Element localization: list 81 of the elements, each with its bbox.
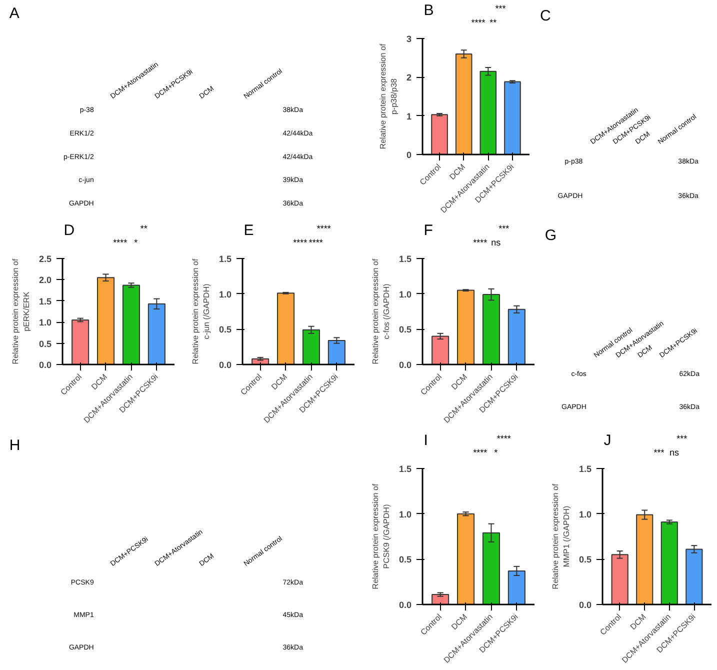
- bar: [431, 114, 448, 154]
- text: ****: [113, 238, 128, 248]
- y-tick-label: 0: [406, 150, 412, 160]
- chart-title: I: [424, 432, 428, 450]
- text: ns: [491, 238, 502, 248]
- text: ***: [654, 448, 665, 458]
- bar: [660, 521, 678, 604]
- y-tick-label: 2: [406, 72, 412, 83]
- y-tick-label: 1.5: [38, 296, 52, 306]
- bar: [277, 292, 295, 364]
- y-tick-label: 0.0: [578, 600, 592, 610]
- text: ****: [496, 433, 512, 444]
- y-tick-label: 0.5: [398, 554, 412, 565]
- bar: [457, 513, 475, 604]
- y-tick-label: 1.0: [398, 509, 412, 520]
- text: ****: [316, 223, 332, 234]
- text: *: [494, 448, 498, 458]
- y-tick-label: 1.5: [578, 464, 592, 474]
- y-axis-title: Relative protein expression of pERK/ERK: [11, 258, 31, 364]
- bar: [72, 319, 90, 364]
- bar: [97, 277, 115, 364]
- text: ****: [308, 238, 324, 248]
- chart-title: B: [424, 2, 434, 20]
- y-tick-label: 0.0: [398, 360, 412, 370]
- y-axis-title: Relative protein expression of p-p38/p38: [378, 43, 398, 150]
- text: ***: [498, 223, 510, 234]
- chart-title: J: [604, 432, 612, 450]
- text: ****: [473, 238, 488, 248]
- y-tick-label: 0.5: [38, 338, 52, 349]
- y-tick-label: 1.0: [398, 289, 412, 300]
- text: ***: [676, 433, 688, 444]
- y-tick-label: 1: [406, 111, 412, 122]
- y-tick-label: 0.0: [38, 360, 52, 370]
- bar: [508, 308, 526, 364]
- y-tick-label: 1.5: [398, 464, 412, 474]
- bar: [686, 548, 703, 604]
- y-tick-label: 0.5: [398, 324, 412, 335]
- y-tick-label: 1.0: [38, 318, 52, 328]
- chart-title: F: [424, 222, 433, 240]
- bar: [636, 514, 654, 604]
- text: ***: [495, 3, 506, 14]
- y-tick-label: 3: [406, 34, 412, 44]
- text: ****: [471, 18, 486, 28]
- bar: [480, 70, 497, 154]
- y-tick-label: 1.5: [398, 254, 412, 264]
- y-tick-label: 1.5: [218, 254, 232, 264]
- bar: [611, 554, 628, 604]
- text: C: [540, 7, 551, 24]
- y-axis-title: Relative protein expression of c-jun (/GAPDH): [191, 258, 211, 364]
- text: *: [134, 238, 138, 248]
- bar: [457, 290, 475, 364]
- bar: [328, 340, 346, 364]
- y-axis-title: Relative protein expression of PCSK9 (/GAPDH): [371, 483, 391, 590]
- y-tick-label: 0.5: [578, 554, 592, 565]
- bar: [432, 336, 450, 364]
- text: **: [140, 223, 148, 234]
- text: H: [9, 436, 20, 454]
- y-tick-label: 0.0: [398, 600, 412, 610]
- bar: [504, 81, 521, 154]
- text: G: [544, 227, 557, 244]
- y-axis-title: Relative protein expression of MMP1 (/GAPDH): [551, 483, 571, 590]
- bar: [455, 53, 472, 154]
- text: A: [9, 5, 20, 22]
- bar: [302, 329, 320, 364]
- y-tick-label: 2.0: [38, 275, 52, 286]
- y-tick-label: 0.0: [218, 360, 232, 370]
- y-tick-label: 1.0: [218, 289, 232, 300]
- text: ****: [473, 448, 488, 458]
- bar: [148, 303, 166, 364]
- bar: [508, 570, 526, 604]
- chart-title: E: [244, 222, 254, 240]
- text: **: [490, 18, 498, 28]
- y-tick-label: 0.5: [218, 324, 232, 335]
- y-tick-label: 2.5: [38, 254, 52, 264]
- text: ****: [293, 238, 308, 248]
- y-tick-label: 1.0: [578, 509, 592, 520]
- chart-title: D: [64, 222, 75, 240]
- bar: [432, 594, 450, 604]
- bar: [122, 284, 140, 364]
- text: ns: [669, 448, 680, 458]
- y-axis-title: Relative protein expression of c-fos (/GAPDH): [371, 258, 391, 364]
